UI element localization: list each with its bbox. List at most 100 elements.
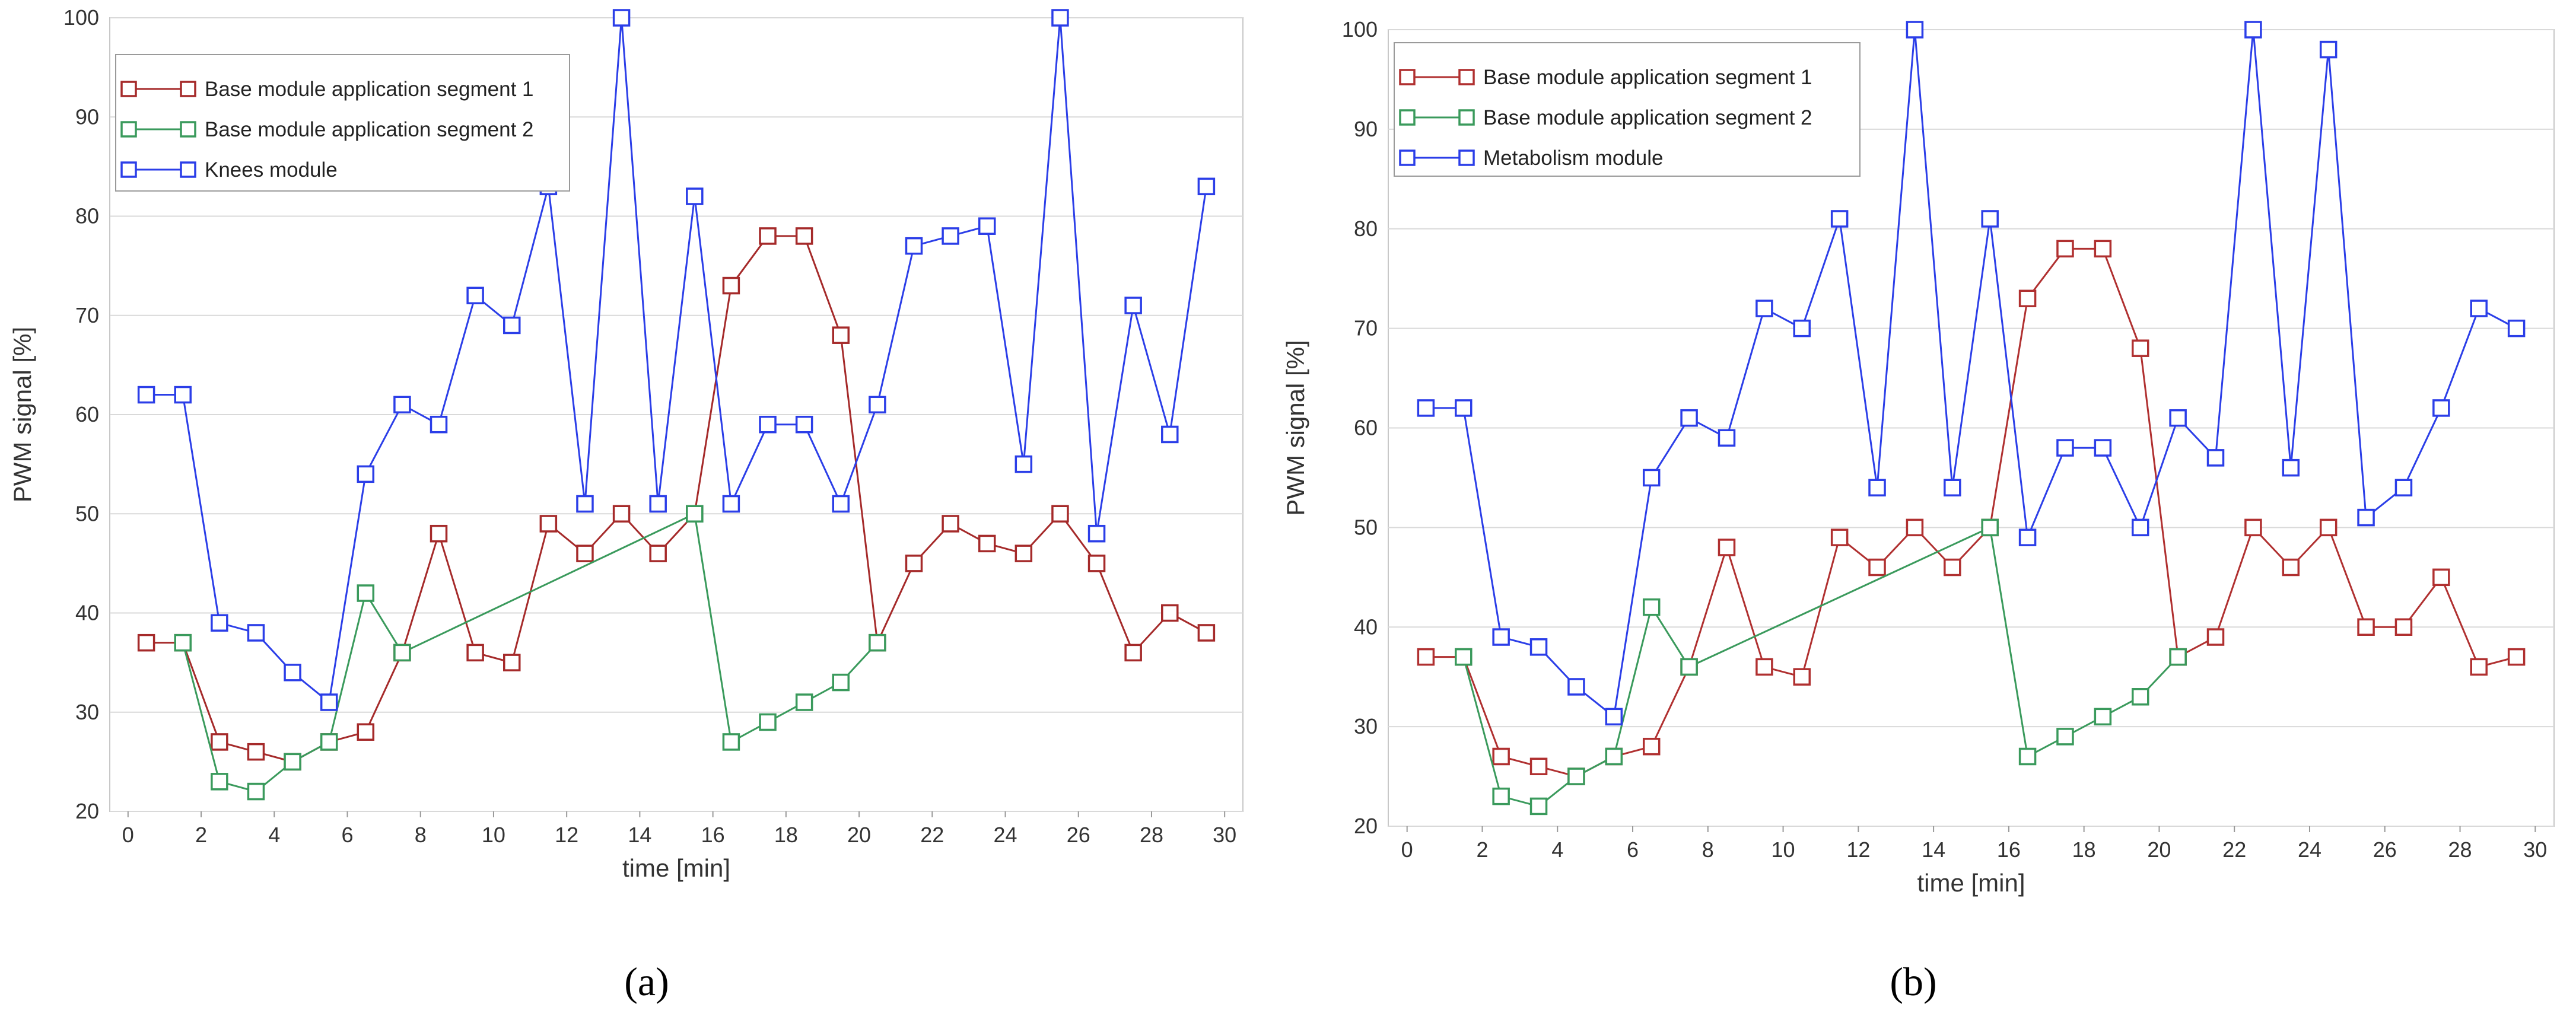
data-point-series-1 [2056, 240, 2074, 258]
data-point-series-1 [1830, 528, 1849, 546]
x-tick-label: 14 [628, 823, 651, 847]
x-tick-label: 14 [1922, 837, 1945, 862]
data-point-series-3 [1868, 479, 1886, 496]
data-point-series-2 [2018, 747, 2037, 766]
x-tick-label: 22 [920, 823, 944, 847]
data-point-series-1 [1529, 757, 1548, 776]
data-point-series-2 [247, 782, 265, 801]
x-tick-label: 24 [993, 823, 1017, 847]
x-tick-label: 12 [1846, 837, 1870, 862]
data-point-series-1 [211, 733, 228, 751]
x-tick-label: 16 [701, 823, 725, 847]
data-point-series-3 [2094, 439, 2112, 457]
data-point-series-3 [1197, 177, 1216, 196]
data-point-series-1 [2507, 648, 2526, 666]
data-point-series-2 [2056, 728, 2074, 746]
data-point-series-1 [832, 326, 850, 344]
legend-label-2: Base module application segment 2 [205, 118, 534, 141]
data-point-series-3 [466, 286, 484, 305]
x-tick-label: 0 [122, 823, 134, 847]
x-tick-label: 4 [268, 823, 280, 847]
data-point-series-3 [2206, 449, 2225, 467]
data-point-series-2 [869, 633, 886, 652]
data-point-series-3 [1051, 9, 1069, 27]
legend-label-1: Base module application segment 1 [205, 78, 534, 101]
data-point-series-2 [722, 733, 740, 751]
data-point-series-1 [649, 544, 667, 562]
data-point-series-2 [2169, 648, 2187, 666]
data-point-series-3 [942, 227, 959, 245]
data-point-series-1 [357, 723, 375, 741]
data-point-series-1 [1015, 544, 1033, 562]
data-point-series-1 [430, 524, 448, 543]
data-point-series-1 [466, 644, 484, 662]
data-point-series-1 [2357, 618, 2375, 636]
data-point-series-3 [1455, 399, 1473, 417]
data-point-series-3 [1529, 638, 1548, 656]
x-tick-label: 2 [1476, 837, 1488, 862]
y-tick-label: 50 [1354, 515, 1378, 539]
data-point-series-1 [1417, 648, 1435, 666]
data-point-series-3 [211, 614, 228, 632]
data-point-series-3 [1605, 708, 1623, 726]
data-point-series-2 [211, 773, 228, 791]
data-point-series-3 [722, 495, 740, 513]
data-point-series-2 [795, 693, 813, 711]
x-tick-label: 0 [1401, 837, 1413, 862]
data-point-series-1 [2018, 289, 2037, 308]
data-point-series-1 [576, 544, 594, 562]
data-point-series-3 [1756, 300, 1773, 317]
data-point-series-3 [1981, 210, 1999, 228]
data-point-series-3 [1944, 479, 1961, 496]
data-point-series-3 [1680, 409, 1698, 427]
y-tick-label: 90 [1354, 117, 1378, 141]
data-point-series-3 [284, 664, 301, 681]
data-point-series-3 [503, 316, 521, 335]
data-point-series-1 [2394, 618, 2413, 636]
data-point-series-1 [1868, 558, 1886, 577]
legend-marker-2 [180, 121, 196, 138]
data-point-series-2 [284, 753, 301, 771]
data-point-series-1 [612, 505, 631, 523]
data-point-series-3 [137, 386, 155, 404]
data-point-series-2 [1492, 787, 1510, 805]
data-point-series-2 [1529, 797, 1548, 816]
data-point-series-2 [1567, 767, 1585, 785]
data-point-series-3 [2169, 409, 2187, 427]
data-point-series-3 [2319, 40, 2338, 59]
x-tick-label: 26 [2373, 837, 2397, 862]
data-point-series-2 [759, 713, 777, 731]
legend-label-3: Knees module [205, 158, 338, 181]
data-point-series-3 [1492, 628, 1510, 646]
data-point-series-3 [1417, 399, 1435, 417]
x-tick-label: 18 [774, 823, 798, 847]
data-point-series-1 [137, 633, 155, 652]
data-point-series-3 [1087, 524, 1106, 543]
x-tick-label: 26 [1067, 823, 1090, 847]
data-point-series-3 [2056, 439, 2074, 457]
data-point-series-3 [1718, 429, 1736, 447]
data-point-series-1 [1642, 737, 1661, 756]
y-tick-label: 80 [1354, 216, 1378, 241]
y-tick-label: 50 [75, 501, 99, 525]
data-point-series-1 [2206, 628, 2225, 646]
data-point-series-1 [1197, 624, 1216, 642]
y-axis-label: PWM signal [%] [8, 327, 36, 502]
data-point-series-3 [795, 415, 813, 434]
legend-marker-3 [1399, 149, 1416, 166]
data-point-series-1 [1793, 668, 1811, 686]
y-tick-label: 20 [1354, 814, 1378, 838]
x-tick-label: 16 [1997, 837, 2021, 862]
data-point-series-3 [1124, 297, 1142, 314]
data-point-series-3 [1906, 21, 1924, 39]
x-tick-label: 30 [1213, 823, 1236, 847]
legend-marker-1 [120, 81, 137, 97]
data-point-series-3 [393, 396, 411, 414]
data-point-series-2 [320, 733, 338, 751]
data-point-series-2 [686, 505, 704, 523]
legend-label-1: Base module application segment 1 [1483, 66, 1812, 89]
y-tick-label: 70 [75, 303, 99, 327]
y-tick-label: 30 [1354, 714, 1378, 738]
data-point-series-3 [1793, 319, 1811, 337]
data-point-series-2 [1605, 747, 1623, 766]
